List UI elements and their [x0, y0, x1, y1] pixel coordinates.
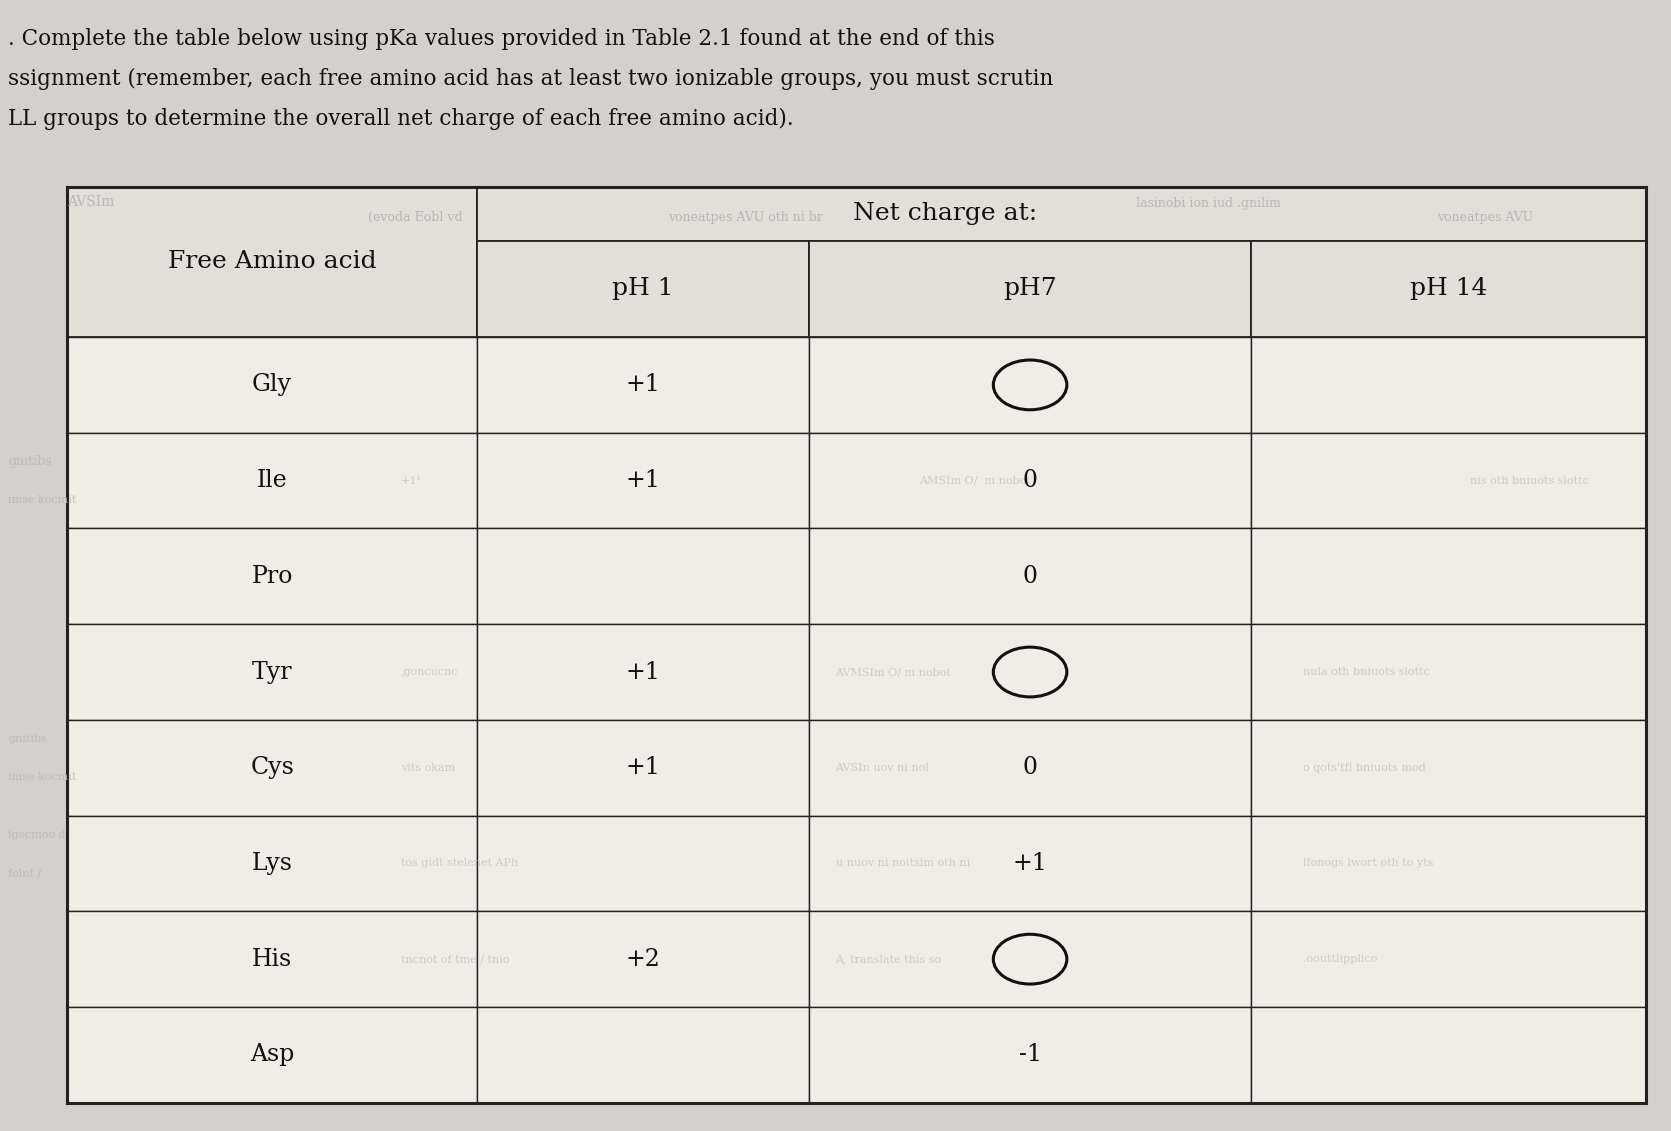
Text: +1: +1 — [1013, 852, 1048, 875]
Text: Asp: Asp — [251, 1044, 294, 1067]
Text: tncnot of tme / tnio: tncnot of tme / tnio — [401, 955, 510, 964]
Text: nula oth bniuots slottc: nula oth bniuots slottc — [1303, 667, 1430, 677]
Text: u nuov ni noitsim oth ni: u nuov ni noitsim oth ni — [836, 858, 969, 869]
Bar — [67, 624, 478, 720]
Bar — [1252, 528, 1646, 624]
Text: Cys: Cys — [251, 757, 294, 779]
Text: +1: +1 — [625, 757, 660, 779]
Text: AVSIn uov ni nol: AVSIn uov ni nol — [836, 762, 929, 772]
Bar — [809, 815, 1252, 912]
Bar — [478, 720, 809, 815]
Text: AVSIm: AVSIm — [67, 195, 114, 209]
Text: pH 14: pH 14 — [1410, 277, 1487, 301]
Bar — [809, 624, 1252, 720]
Bar — [1252, 337, 1646, 433]
Text: gnitibs: gnitibs — [8, 455, 52, 468]
Text: Free Amino acid: Free Amino acid — [167, 250, 376, 274]
Bar — [1252, 241, 1646, 337]
Text: o qots'tfi bniuots mod: o qots'tfi bniuots mod — [1303, 762, 1425, 772]
Text: His: His — [252, 948, 292, 970]
Bar — [67, 187, 1646, 1103]
Bar — [67, 815, 478, 912]
Text: +1¹: +1¹ — [401, 476, 421, 485]
Text: Ile: Ile — [257, 469, 287, 492]
Text: lasinobi ion iud .gnilim: lasinobi ion iud .gnilim — [1136, 198, 1282, 210]
Text: folnt /: folnt / — [8, 867, 42, 878]
Text: imse kocmit: imse kocmit — [8, 494, 77, 504]
Bar — [67, 433, 478, 528]
Bar — [809, 1007, 1252, 1103]
Bar — [478, 433, 809, 528]
Text: -1: -1 — [1019, 1044, 1041, 1067]
Bar — [1252, 624, 1646, 720]
Bar — [1252, 1007, 1646, 1103]
Text: vits okam: vits okam — [401, 762, 455, 772]
Text: Net charge at:: Net charge at: — [852, 202, 1038, 225]
Text: voneatpes AVU: voneatpes AVU — [1437, 211, 1534, 224]
Bar — [478, 337, 809, 433]
Text: 0: 0 — [1023, 757, 1038, 779]
Text: voneatpes AVU oth ni br: voneatpes AVU oth ni br — [668, 211, 824, 224]
Text: .oouttlipplico: .oouttlipplico — [1303, 955, 1379, 964]
Bar — [67, 720, 478, 815]
Bar — [809, 912, 1252, 1007]
Text: ,goncucnc: ,goncucnc — [401, 667, 458, 677]
Bar — [1252, 720, 1646, 815]
Bar — [809, 241, 1252, 337]
Text: A, translate this so: A, translate this so — [836, 955, 942, 964]
Text: Tyr: Tyr — [252, 661, 292, 683]
Text: tos gidt stelenet APh: tos gidt stelenet APh — [401, 858, 518, 869]
Bar — [478, 1007, 809, 1103]
Bar — [1252, 433, 1646, 528]
Bar — [809, 720, 1252, 815]
Text: ssignment (remember, each free amino acid has at least two ionizable groups, you: ssignment (remember, each free amino aci… — [8, 68, 1054, 90]
Bar — [809, 528, 1252, 624]
Text: . Complete the table below using pKa values provided in Table 2.1 found at the e: . Complete the table below using pKa val… — [8, 28, 996, 50]
Text: AVMSIm O/ m nobot: AVMSIm O/ m nobot — [836, 667, 951, 677]
Text: lfonogs lwort oth to yts: lfonogs lwort oth to yts — [1303, 858, 1434, 869]
Bar — [478, 912, 809, 1007]
Text: Pro: Pro — [251, 564, 292, 588]
Text: +1: +1 — [625, 373, 660, 396]
Text: +2: +2 — [625, 948, 660, 970]
Text: LL groups to determine the overall net charge of each free amino acid).: LL groups to determine the overall net c… — [8, 107, 794, 130]
Text: 0: 0 — [1023, 469, 1038, 492]
Bar — [478, 187, 1646, 241]
Text: pH7: pH7 — [1003, 277, 1056, 301]
Text: gnitibs: gnitibs — [8, 734, 47, 744]
Text: pH 1: pH 1 — [613, 277, 673, 301]
Text: nis oth bniuots slottc: nis oth bniuots slottc — [1470, 476, 1589, 485]
Bar — [809, 433, 1252, 528]
Text: 0: 0 — [1023, 564, 1038, 588]
Text: imse kocmit: imse kocmit — [8, 772, 77, 783]
Text: +1: +1 — [625, 469, 660, 492]
Bar — [478, 624, 809, 720]
Text: AMSIm O/  m nobot: AMSIm O/ m nobot — [919, 476, 1031, 485]
Bar — [809, 337, 1252, 433]
Bar — [478, 815, 809, 912]
Bar — [1252, 815, 1646, 912]
Bar — [67, 528, 478, 624]
Text: Gly: Gly — [252, 373, 292, 396]
Bar — [67, 1007, 478, 1103]
Text: Lys: Lys — [252, 852, 292, 875]
Bar — [67, 337, 478, 433]
Bar — [478, 528, 809, 624]
Bar — [67, 912, 478, 1007]
Bar — [478, 241, 809, 337]
Bar — [67, 187, 478, 337]
Text: +1: +1 — [625, 661, 660, 683]
Bar — [67, 187, 1646, 1103]
Text: (evoda Eobl vd: (evoda Eobl vd — [368, 211, 463, 224]
Bar — [1252, 912, 1646, 1007]
Text: lgecmoo d: lgecmoo d — [8, 830, 65, 839]
